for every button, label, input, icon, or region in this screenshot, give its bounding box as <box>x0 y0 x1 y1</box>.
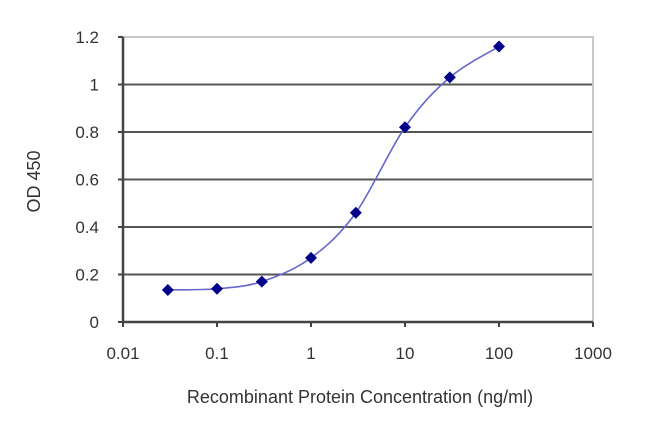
x-tick-label: 100 <box>485 344 513 363</box>
x-tick-label: 0.1 <box>205 344 229 363</box>
y-tick-label: 0.2 <box>75 266 99 285</box>
y-tick-label: 1.2 <box>75 28 99 47</box>
data-point-marker <box>161 283 174 296</box>
data-point-marker <box>399 121 411 134</box>
x-tick-label: 10 <box>396 344 415 363</box>
x-axis-title: Recombinant Protein Concentration (ng/ml… <box>187 387 533 407</box>
data-point-marker <box>305 251 317 264</box>
data-point-marker <box>493 40 505 53</box>
y-tick-label: 0.8 <box>75 123 99 142</box>
y-axis-title: OD 450 <box>24 150 44 212</box>
data-point-marker <box>255 275 268 288</box>
data-point-marker <box>211 282 223 295</box>
x-tick-label: 1 <box>306 344 315 363</box>
y-tick-label: 0 <box>90 313 99 332</box>
x-tick-label: 1000 <box>574 344 612 363</box>
data-point-marker <box>443 71 456 84</box>
y-tick-label: 0.4 <box>75 218 99 237</box>
x-tick-label: 0.01 <box>106 344 139 363</box>
y-tick-label: 1 <box>90 76 99 95</box>
x-axis: 0.01 0.1 1 10 100 1000 <box>106 320 612 363</box>
y-tick-label: 0.6 <box>75 171 99 190</box>
data-markers <box>161 40 505 296</box>
data-point-marker <box>349 206 362 219</box>
data-line <box>167 45 500 291</box>
gridlines <box>123 36 593 276</box>
y-axis: 0 0.2 0.4 0.6 0.8 1 1.2 <box>75 28 125 332</box>
